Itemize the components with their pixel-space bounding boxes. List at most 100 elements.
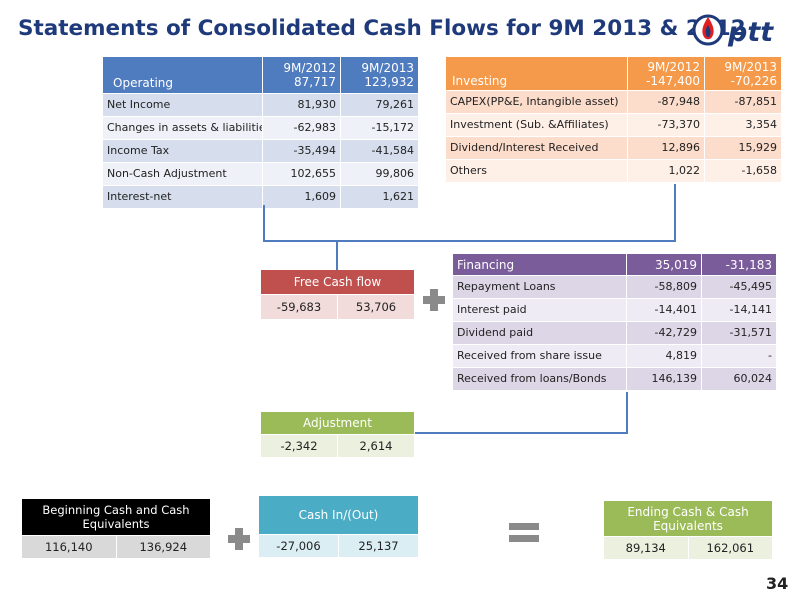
investing-header-label: Investing	[445, 56, 628, 91]
row-label: Received from loans/Bonds	[452, 367, 627, 391]
value-2013: -1,658	[704, 159, 782, 183]
connector-line	[336, 240, 338, 270]
value-2012: -62,983	[262, 116, 341, 140]
plus-icon	[228, 528, 250, 550]
table-row: Income Tax -35,494 -41,584	[102, 139, 419, 163]
financing-header-label: Financing	[452, 253, 627, 276]
free-cash-flow-2012: -59,683	[276, 300, 322, 314]
operating-header-2012: 9M/2012 87,717	[262, 56, 341, 94]
table-row: Investment (Sub. &Affiliates) -73,370 3,…	[445, 113, 782, 137]
operating-header-label: Operating	[102, 56, 263, 94]
row-label: Non-Cash Adjustment	[102, 162, 263, 186]
value-2012: 1,609	[262, 185, 341, 209]
value-2012: 12,896	[627, 136, 705, 160]
connector-line	[674, 184, 676, 242]
table-row: CAPEX(PP&E, Intangible asset) -87,948 -8…	[445, 90, 782, 114]
ending-cash-2013: 162,061	[687, 537, 773, 559]
ending-cash-box: Ending Cash & Cash Equivalents 89,134 16…	[604, 501, 772, 559]
value-2013: 15,929	[704, 136, 782, 160]
value-2012: -87,948	[627, 90, 705, 114]
value-2013: 3,354	[704, 113, 782, 137]
adjustment-2013: 2,614	[337, 435, 414, 457]
row-label: Net Income	[102, 93, 263, 117]
value-2013: 79,261	[340, 93, 419, 117]
table-row: Received from share issue 4,819 -	[452, 344, 777, 368]
cash-in-out-label: Cash In/(Out)	[259, 496, 418, 534]
beginning-cash-2012: 116,140	[44, 540, 93, 554]
value-2013: -	[701, 344, 777, 368]
value-2013: -41,584	[340, 139, 419, 163]
row-label: Changes in assets & liabilities	[102, 116, 263, 140]
investing-header-2012: 9M/2012 -147,400	[627, 56, 705, 91]
table-row: Dividend paid -42,729 -31,571	[452, 321, 777, 345]
table-row: Interest paid -14,401 -14,141	[452, 298, 777, 322]
value-2012: -58,809	[626, 275, 702, 299]
value-2013: 60,024	[701, 367, 777, 391]
free-cash-flow-label: Free Cash flow	[261, 270, 414, 294]
value-2012: -42,729	[626, 321, 702, 345]
table-row: Interest-net 1,609 1,621	[102, 185, 419, 209]
connector-line	[263, 240, 676, 242]
value-2013: -87,851	[704, 90, 782, 114]
value-2012: -14,401	[626, 298, 702, 322]
svg-text:ptt: ptt	[727, 17, 774, 48]
free-cash-flow-box: Free Cash flow -59,683 53,706	[261, 270, 414, 319]
plus-icon	[423, 289, 445, 311]
value-2012: -35,494	[262, 139, 341, 163]
ptt-flame-logo-icon: ptt	[692, 14, 774, 48]
connector-line	[626, 392, 628, 434]
beginning-cash-box: Beginning Cash and Cash Equivalents 116,…	[22, 499, 210, 558]
table-row: Received from loans/Bonds 146,139 60,024	[452, 367, 777, 391]
row-label: Interest paid	[452, 298, 627, 322]
investing-table: Investing 9M/2012 -147,400 9M/2013 -70,226…	[445, 56, 782, 183]
value-2012: -73,370	[627, 113, 705, 137]
adjustment-2012: -2,342	[280, 439, 318, 453]
value-2013: -14,141	[701, 298, 777, 322]
row-label: Dividend paid	[452, 321, 627, 345]
cash-in-out-2012: -27,006	[276, 539, 321, 553]
connector-line	[263, 205, 265, 241]
value-2012: 102,655	[262, 162, 341, 186]
ending-cash-2012: 89,134	[625, 541, 666, 555]
table-row: Others 1,022 -1,658	[445, 159, 782, 183]
free-cash-flow-2013: 53,706	[337, 295, 414, 319]
adjustment-label: Adjustment	[261, 412, 414, 434]
row-label: Income Tax	[102, 139, 263, 163]
table-row: Dividend/Interest Received 12,896 15,929	[445, 136, 782, 160]
row-label: Received from share issue	[452, 344, 627, 368]
table-row: Net Income 81,930 79,261	[102, 93, 419, 117]
cash-in-out-box: Cash In/(Out) -27,006 25,137	[259, 496, 418, 557]
table-row: Changes in assets & liabilities -62,983 …	[102, 116, 419, 140]
connector-line	[415, 432, 628, 434]
cash-in-out-2013: 25,137	[338, 535, 418, 557]
page-number: 34	[766, 574, 789, 593]
value-2013: 99,806	[340, 162, 419, 186]
equals-icon	[509, 523, 539, 543]
ending-cash-label: Ending Cash & Cash Equivalents	[604, 501, 772, 536]
row-label: Interest-net	[102, 185, 263, 209]
value-2013: -15,172	[340, 116, 419, 140]
value-2012: 4,819	[626, 344, 702, 368]
row-label: CAPEX(PP&E, Intangible asset)	[445, 90, 628, 114]
operating-table: Operating 9M/2012 87,717 9M/2013 123,932 N…	[102, 56, 419, 209]
investing-header-2013: 9M/2013 -70,226	[704, 56, 782, 91]
value-2013: 1,621	[340, 185, 419, 209]
row-label: Investment (Sub. &Affiliates)	[445, 113, 628, 137]
value-2012: 1,022	[627, 159, 705, 183]
value-2013: -31,571	[701, 321, 777, 345]
value-2012: 81,930	[262, 93, 341, 117]
table-row: Non-Cash Adjustment 102,655 99,806	[102, 162, 419, 186]
operating-header-2013: 9M/2013 123,932	[340, 56, 419, 94]
row-label: Others	[445, 159, 628, 183]
value-2013: -45,495	[701, 275, 777, 299]
financing-total-2013: -31,183	[701, 253, 777, 276]
value-2012: 146,139	[626, 367, 702, 391]
page-title: Statements of Consolidated Cash Flows fo…	[18, 16, 746, 41]
financing-table: Financing 35,019 -31,183 Repayment Loans…	[452, 253, 777, 391]
table-row: Repayment Loans -58,809 -45,495	[452, 275, 777, 299]
row-label: Dividend/Interest Received	[445, 136, 628, 160]
row-label: Repayment Loans	[452, 275, 627, 299]
adjustment-box: Adjustment -2,342 2,614	[261, 412, 414, 457]
beginning-cash-label: Beginning Cash and Cash Equivalents	[22, 499, 210, 535]
financing-total-2012: 35,019	[626, 253, 702, 276]
